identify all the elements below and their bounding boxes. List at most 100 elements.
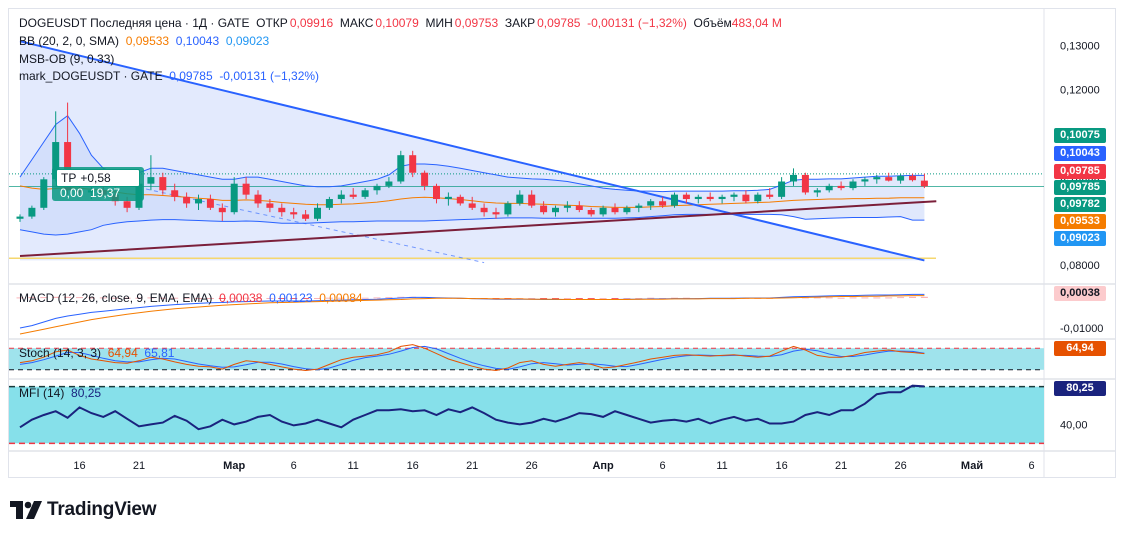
candle-body: [873, 177, 881, 180]
macd-histogram-bar: [575, 298, 583, 299]
macd-histogram-bar: [885, 297, 893, 299]
bb-label: BB (20, 2, 0, SMA): [19, 34, 120, 48]
tp-sub-b: 19,37: [90, 186, 121, 200]
stoch-d-line: [19, 345, 925, 371]
candle-body: [635, 205, 643, 208]
time-axis-tick: 21: [466, 460, 478, 472]
candle-body: [147, 177, 155, 184]
macd-histogram-bar: [837, 297, 845, 299]
candle-body: [123, 201, 131, 208]
macd-histogram-bar: [861, 297, 869, 299]
tradingview-logo-text: TradingView: [47, 499, 157, 520]
candle-body: [444, 196, 452, 200]
candle-body: [563, 205, 571, 208]
candle-body: [623, 207, 631, 213]
candle-body: [40, 179, 48, 208]
macd-histogram-bar: [528, 298, 536, 299]
candle-body: [480, 207, 488, 213]
legend-high-label: МАКС: [339, 16, 374, 30]
legend-symbol[interactable]: DOGEUSDT: [19, 16, 87, 30]
candle-body: [433, 185, 440, 200]
macd-histogram-bar: [76, 297, 83, 299]
macd-axis-tick: -0,01000: [1060, 323, 1103, 335]
time-axis-tick: 26: [526, 460, 538, 472]
mfi-badge[interactable]: 80,25: [1054, 381, 1106, 396]
tradingview-logo-icon: [10, 501, 42, 519]
candle-body: [468, 203, 476, 208]
candle-body: [766, 194, 774, 197]
candle-body: [195, 199, 202, 204]
macd-histogram-bar: [87, 297, 95, 299]
macd-histogram-bar: [825, 297, 833, 299]
macd-histogram-bar: [16, 297, 24, 299]
macd-histogram-bar: [873, 297, 881, 299]
macd-histogram-bar: [135, 297, 143, 299]
candle-body: [52, 142, 60, 180]
price-badge-bb-upper[interactable]: 0,10043: [1054, 146, 1106, 161]
time-axis-tick: Май: [961, 460, 983, 472]
macd-histogram-bar: [28, 297, 36, 299]
bb-lower-line: [19, 213, 925, 236]
candle-body: [290, 212, 298, 215]
chart-frame: 0,130000,120000,100000,08000-0,0100040,0…: [8, 8, 1116, 478]
candle-body: [28, 207, 36, 217]
mark-legend[interactable]: mark_DOGEUSDT · GATE 0,09785 -0,00131 (−…: [19, 69, 319, 83]
time-axis-tick: 11: [347, 460, 358, 472]
candle-body: [837, 185, 845, 189]
price-badge-bb-basis[interactable]: 0,09533: [1054, 214, 1106, 229]
candle-body: [325, 199, 333, 208]
stoch-label: Stoch (14, 3, 3): [19, 346, 102, 360]
stoch-legend[interactable]: Stoch (14, 3, 3) 64,94 65,81: [19, 346, 174, 360]
legend-volume-label: Объём: [693, 16, 732, 30]
tp-value: +0,58: [80, 171, 111, 185]
stoch-k-line: [19, 344, 925, 372]
candle-body: [706, 196, 714, 200]
candle-body: [540, 205, 548, 213]
macd-histogram-bar: [920, 296, 928, 298]
candle-body: [754, 194, 762, 202]
macd-badge[interactable]: 0,00038: [1054, 286, 1106, 301]
macd-legend[interactable]: MACD (12, 26, close, 9, EMA, EMA) 0,0003…: [19, 291, 363, 305]
macd-histogram-bar: [361, 297, 369, 299]
candle-body: [206, 199, 214, 208]
time-axis-tick: 16: [73, 460, 85, 472]
price-axis-tick: 0,08000: [1060, 260, 1100, 272]
mfi-legend[interactable]: MFI (14) 80,25: [19, 386, 101, 400]
macd-histogram-bar: [540, 298, 548, 299]
ascending-trendline: [19, 200, 937, 258]
price-badge-bb-lower[interactable]: 0,09023: [1054, 231, 1106, 246]
macd-histogram-bar: [373, 297, 381, 299]
macd-histogram-bar: [99, 297, 107, 299]
macd-histogram-bar: [278, 298, 286, 299]
tp-chip[interactable]: TP +0,58: [56, 169, 140, 187]
time-axis-tick: 6: [1028, 460, 1034, 472]
price-badge-mark[interactable]: 0,09785: [1054, 180, 1106, 195]
bb-legend[interactable]: BB (20, 2, 0, SMA) 0,09533 0,10043 0,090…: [19, 34, 269, 48]
time-axis-tick: Мар: [223, 460, 245, 472]
time-axis-tick: 6: [660, 460, 666, 472]
price-badge-last[interactable]: 0,09785: [1054, 164, 1106, 179]
candle-body: [885, 177, 893, 181]
price-badge-resistance[interactable]: 0,10075: [1054, 128, 1106, 143]
candle-body: [730, 194, 738, 197]
price-badge-msb[interactable]: 0,09782: [1054, 197, 1106, 212]
candle-body: [813, 190, 821, 193]
tradingview-logo[interactable]: TradingView: [10, 498, 157, 522]
candle-body: [861, 179, 869, 182]
stoch-badge[interactable]: 64,94: [1054, 341, 1106, 356]
stoch-k-value: 64,94: [107, 346, 138, 360]
candle-body: [171, 190, 179, 197]
mark-value: 0,09785: [169, 69, 213, 83]
tp-position-label[interactable]: TP +0,58 0,00 19,37: [52, 167, 144, 201]
candle-body: [492, 212, 500, 215]
macd-hist-value: 0,00038: [219, 291, 263, 305]
msb-legend[interactable]: MSB-OB (9, 0.33): [19, 52, 114, 66]
macd-histogram-bar: [111, 297, 119, 299]
price-chart[interactable]: 0,130000,120000,100000,08000-0,0100040,0…: [9, 9, 1116, 478]
legend-close: 0,09785: [537, 16, 581, 30]
mfi-label: MFI (14): [19, 386, 65, 400]
bb-upper-line: [19, 114, 925, 193]
candle-body: [718, 196, 726, 200]
macd-histogram-bar: [171, 297, 179, 299]
candle-body: [218, 207, 226, 213]
